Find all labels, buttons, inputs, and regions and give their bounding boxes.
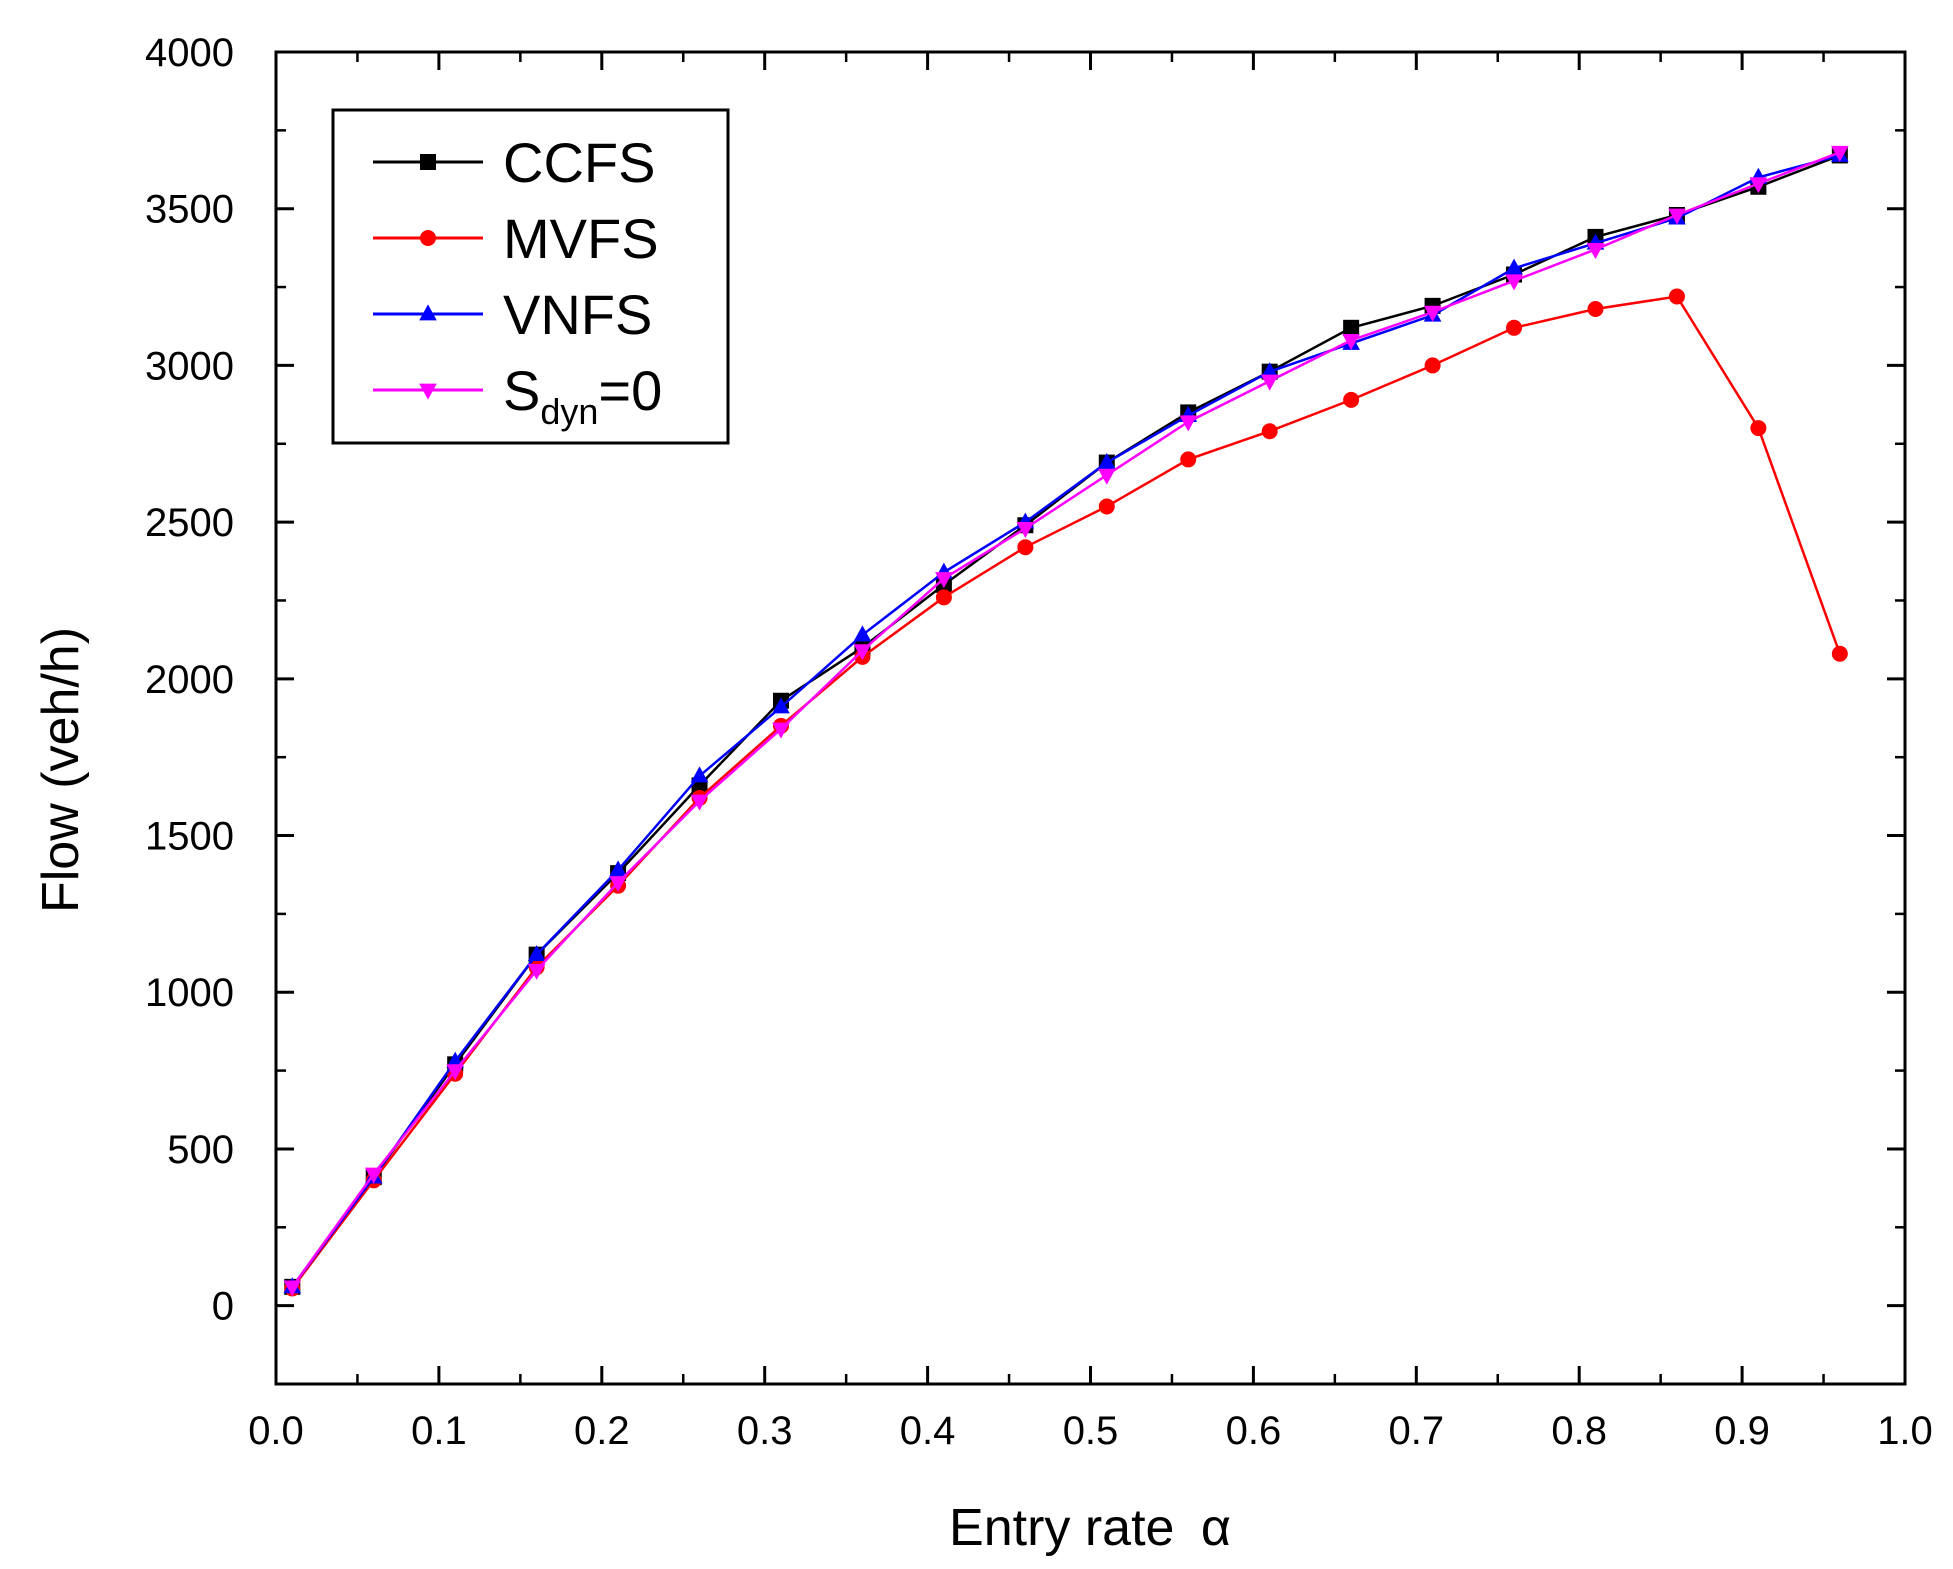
x-tick-label: 0.2 (574, 1409, 630, 1453)
data-point-s-dyn (527, 963, 546, 980)
data-point-s-dyn (1831, 145, 1849, 162)
data-point-mvfs (1261, 423, 1278, 440)
data-point-vnfs (1505, 258, 1523, 275)
data-point-mvfs (1098, 498, 1115, 515)
data-point-s-dyn (1016, 521, 1035, 538)
x-tick-label: 0.8 (1551, 1409, 1607, 1453)
data-point-s-dyn (1586, 243, 1605, 260)
x-axis-title-symbol: α (1201, 1499, 1231, 1557)
data-point-ccfs (1343, 319, 1360, 336)
legend-label-main: CCFS (503, 131, 655, 194)
legend-label-main: S (503, 359, 540, 422)
legend-label-vnfs: VNFS (503, 283, 652, 346)
y-tick-label: 0 (212, 1285, 234, 1329)
data-point-s-dyn (1097, 468, 1116, 485)
data-point-s-dyn (1668, 208, 1686, 225)
series-layer (283, 145, 1849, 1297)
y-axis-title: Flow (veh/h) (32, 627, 90, 913)
legend-marker-mvfs (420, 230, 436, 246)
series-line-vnfs (291, 154, 1841, 1288)
data-point-mvfs (1343, 391, 1360, 408)
series-s-dyn (283, 145, 1849, 1297)
legend: CCFS MVFS VNFS Sdyn=0 (331, 108, 730, 445)
legend-label-mvfs: MVFS (503, 207, 659, 270)
data-point-s-dyn (772, 722, 790, 739)
data-point-s-dyn (1179, 415, 1198, 432)
x-tick-label: 0.7 (1388, 1409, 1444, 1453)
data-point-s-dyn (935, 572, 953, 589)
data-point-mvfs (1668, 288, 1685, 305)
data-point-s-dyn (1423, 305, 1442, 322)
x-tick-label: 0.0 (248, 1409, 304, 1453)
data-point-vnfs (1260, 362, 1279, 379)
data-point-vnfs (690, 766, 709, 783)
data-point-mvfs (935, 589, 952, 606)
legend-label-s-dyn: Sdyn=0 (503, 359, 662, 432)
legend-marker-s-dyn (419, 383, 437, 400)
y-tick-label: 4000 (145, 31, 234, 75)
y-tick-label: 500 (167, 1128, 234, 1172)
legend-label-main: VNFS (503, 283, 652, 346)
data-point-s-dyn (1342, 333, 1360, 350)
legend-label-suffix: =0 (598, 359, 662, 422)
data-point-vnfs (853, 625, 872, 642)
series-line-mvfs (291, 295, 1842, 1290)
data-point-mvfs (1506, 319, 1523, 336)
data-point-mvfs (1180, 451, 1197, 468)
x-tick-label: 0.4 (900, 1409, 956, 1453)
data-point-mvfs (1587, 300, 1604, 317)
data-point-vnfs (772, 697, 790, 714)
y-tick-label: 1500 (145, 815, 234, 859)
legend-marker-vnfs (419, 304, 437, 321)
legend-box (331, 108, 730, 445)
data-point-s-dyn (283, 1280, 302, 1297)
data-point-mvfs (1017, 539, 1034, 556)
data-point-s-dyn (1505, 274, 1523, 291)
x-tick-label: 0.6 (1226, 1409, 1282, 1453)
legend-label-main: MVFS (503, 207, 659, 270)
y-tick-label: 3500 (145, 188, 234, 232)
legend-label-ccfs: CCFS (503, 131, 655, 194)
series-line-s-dyn (291, 151, 1841, 1288)
data-point-mvfs (1831, 645, 1848, 662)
x-tick-label: 0.1 (411, 1409, 467, 1453)
x-axis-title-text: Entry rate (949, 1499, 1174, 1557)
data-point-mvfs (1750, 420, 1767, 437)
y-tick-label: 1000 (145, 971, 234, 1015)
data-point-mvfs (1424, 357, 1441, 374)
data-point-s-dyn (609, 876, 627, 893)
x-tick-label: 0.3 (737, 1409, 793, 1453)
y-tick-label: 2000 (145, 658, 234, 702)
data-point-s-dyn (1749, 177, 1768, 194)
x-tick-label: 0.5 (1063, 1409, 1119, 1453)
data-point-vnfs (609, 860, 627, 877)
x-axis-title: Entry rate α (949, 1499, 1231, 1557)
y-tick-label: 2500 (145, 501, 234, 545)
data-point-vnfs (527, 945, 546, 962)
axes-layer: 0.0 0.1 0.2 0.3 0.4 0.5 0.6 0.7 0.8 0.9 1.0 0 500 100… (145, 31, 1933, 1453)
data-point-s-dyn (364, 1167, 383, 1184)
data-point-s-dyn (1260, 374, 1279, 391)
x-tick-label: 0.9 (1714, 1409, 1770, 1453)
y-tick-label: 3000 (145, 344, 234, 388)
legend-marker-ccfs (420, 154, 436, 170)
data-point-vnfs (1097, 452, 1116, 469)
data-point-s-dyn (690, 794, 709, 811)
data-point-s-dyn (446, 1064, 464, 1081)
x-tick-label: 1.0 (1877, 1409, 1933, 1453)
data-point-s-dyn (853, 644, 872, 661)
legend-label-subscript: dyn (540, 391, 598, 432)
